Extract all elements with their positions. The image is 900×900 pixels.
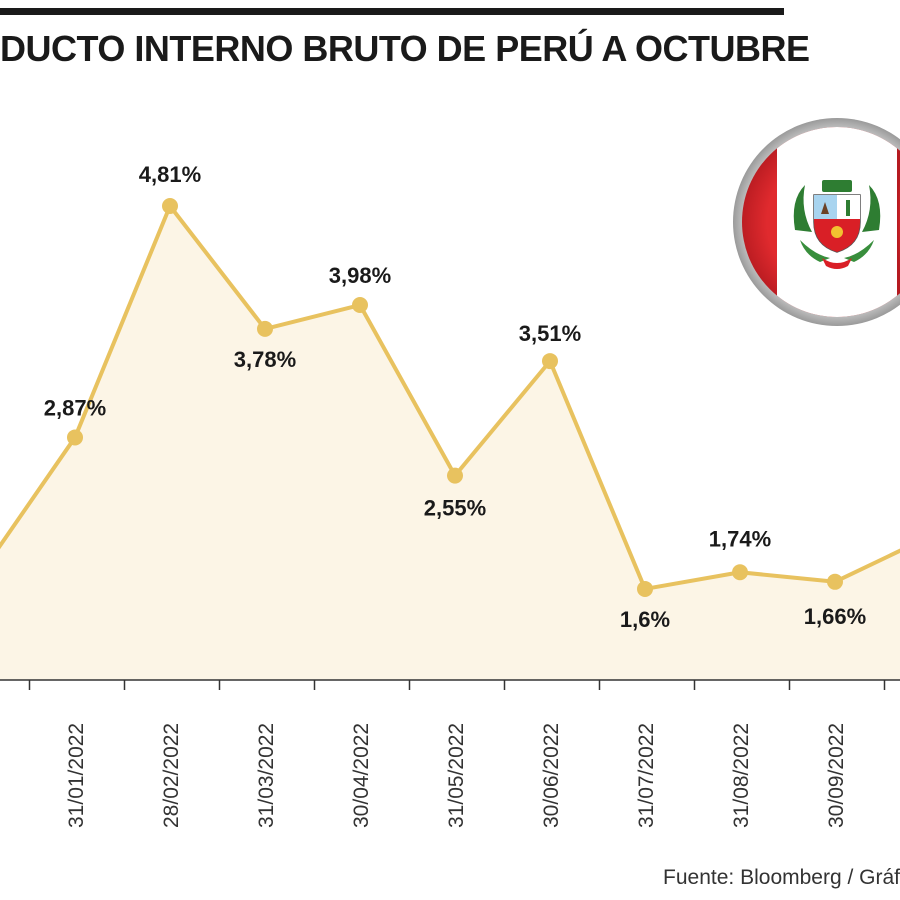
source-note: Fuente: Bloomberg / Gráf [663, 866, 900, 889]
x-tick-label: 31/01/2022 [65, 723, 88, 828]
data-point [637, 580, 653, 597]
data-point [67, 429, 83, 446]
data-label: 3,98% [329, 263, 391, 288]
data-label: 2,55% [424, 496, 486, 521]
data-label: 3,51% [519, 321, 581, 346]
data-point [352, 297, 368, 314]
data-label: 2,87% [44, 395, 106, 420]
x-tick-label: 28/02/2022 [160, 723, 183, 828]
data-label: 1,74% [709, 526, 771, 551]
data-label: 3,78% [234, 347, 296, 372]
x-tick-label: 30/06/2022 [540, 723, 563, 828]
data-label: 1,66% [804, 604, 866, 629]
coat-of-arms-icon [793, 180, 881, 269]
data-label: 1,6% [620, 607, 670, 632]
x-tick-label: 31/07/2022 [635, 723, 658, 828]
area-fill [0, 206, 900, 680]
plot-group: %2,87%4,81%3,78%3,98%2,55%3,51%1,6%1,74%… [0, 162, 900, 828]
x-tick-label: 31/05/2022 [445, 723, 468, 828]
data-point [162, 198, 178, 214]
data-point [542, 353, 558, 370]
data-point [447, 467, 463, 484]
x-tick-label: 30/09/2022 [825, 723, 848, 828]
data-point [257, 320, 273, 337]
x-tick-label: 30/04/2022 [350, 723, 373, 828]
chart-title: DUCTO INTERNO BRUTO DE PERÚ A OCTUBRE [0, 28, 810, 69]
data-point [732, 564, 748, 581]
x-tick-label: 31/08/2022 [730, 723, 753, 828]
data-label: 4,81% [139, 162, 201, 187]
data-point [827, 573, 843, 590]
peru-flag-badge-icon [733, 118, 900, 326]
top-rule [0, 8, 784, 15]
x-tick-label: 31/03/2022 [255, 723, 278, 828]
